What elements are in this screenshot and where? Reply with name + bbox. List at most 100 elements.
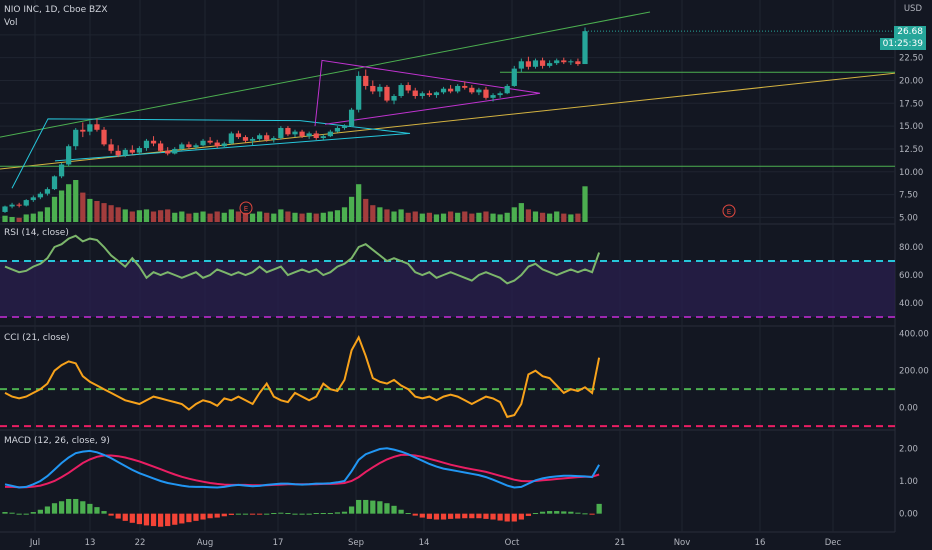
rsi-tick-label: 80.00 — [899, 243, 923, 253]
candle-body — [9, 204, 15, 207]
candle-body — [313, 133, 319, 138]
volume-bar — [532, 211, 539, 222]
macd-histogram-bar — [37, 509, 43, 514]
macd-histogram-bar — [440, 513, 447, 520]
rsi-tick-label: 40.00 — [899, 299, 923, 309]
volume-bar — [285, 211, 291, 222]
rsi-line — [4, 234, 601, 285]
candle-body — [80, 129, 86, 132]
volume-bar — [51, 196, 58, 222]
macd-histogram-bar — [271, 513, 277, 515]
volume-bar — [377, 207, 383, 222]
candle-body — [58, 164, 65, 177]
y-axis-ticks: 5.007.5010.0012.5015.0017.5020.0022.5025… — [899, 31, 929, 520]
macd-histogram-bar — [44, 506, 51, 514]
candle-body — [391, 96, 397, 101]
candle-body — [582, 31, 588, 65]
rsi-panel-title[interactable]: RSI (14, close) — [4, 228, 69, 238]
macd-histogram-bar — [539, 511, 546, 514]
volume-bar — [264, 212, 270, 222]
macd-histogram-bar — [129, 513, 135, 523]
x-tick-label: Jul — [29, 538, 40, 548]
volume-bar — [426, 212, 433, 222]
candle-body — [377, 86, 383, 92]
macd-histogram-bar — [2, 512, 8, 514]
macd-histogram-bar — [165, 513, 171, 527]
volume-bar — [214, 211, 220, 222]
cci-tick-label: 0.00 — [899, 404, 918, 414]
macd-histogram-bar — [214, 513, 220, 518]
volume-bar — [221, 212, 227, 222]
triangle-pattern-1 — [11, 118, 411, 189]
volume-bar — [575, 213, 581, 222]
candle-body — [341, 126, 348, 128]
macd-histogram-bar — [94, 507, 100, 514]
volume-bar — [115, 207, 121, 222]
last-price-tag: 26.68 — [894, 26, 926, 38]
macd-histogram-bar — [115, 513, 121, 519]
x-tick-label: 22 — [135, 538, 146, 548]
volume-bar — [143, 209, 150, 222]
earnings-marker-label: E — [727, 208, 731, 216]
volume-bar — [582, 186, 588, 222]
macd-histogram-bar — [596, 503, 602, 514]
rsi-series — [4, 234, 601, 285]
candle-body — [221, 143, 227, 147]
candle-body — [101, 129, 107, 145]
candle-body — [497, 93, 503, 96]
volume-label[interactable]: Vol — [4, 18, 18, 28]
candle-body — [440, 88, 447, 93]
macd-histogram-bar — [66, 498, 72, 514]
macd-histogram-bar — [419, 513, 425, 518]
macd-histogram-bar — [320, 513, 326, 515]
volume-bar — [58, 190, 65, 222]
candle-body — [532, 60, 539, 67]
volume-bar — [419, 213, 425, 222]
macd-histogram-bar — [51, 503, 58, 514]
volume-bar — [129, 211, 135, 222]
candles — [2, 27, 895, 213]
volume-bar — [455, 212, 461, 222]
macd-histogram-bar — [334, 512, 341, 514]
candle-body — [122, 149, 128, 156]
macd-series — [4, 447, 600, 489]
volume-bar — [101, 203, 107, 222]
price-tick-label: 22.50 — [899, 54, 923, 64]
candle-body — [214, 142, 220, 147]
candle-body — [16, 204, 22, 206]
cci-panel-title[interactable]: CCI (21, close) — [4, 333, 70, 343]
macd-lines — [2, 447, 602, 527]
candle-body — [327, 131, 333, 137]
cci-tick-label: 400.00 — [899, 330, 929, 340]
candle-body — [249, 138, 256, 141]
candle-body — [136, 148, 143, 153]
volume-bar — [539, 212, 546, 222]
macd-histogram-bar — [405, 513, 411, 515]
macd-histogram-bar — [150, 513, 157, 527]
symbol-title[interactable]: NIO INC, 1D, Cboe BZX — [4, 5, 108, 15]
volume-bar — [271, 213, 277, 222]
candle-body — [150, 140, 157, 144]
candle-body — [525, 61, 532, 67]
macd-histogram-bar — [228, 513, 234, 515]
candle-body — [257, 135, 263, 139]
price-tick-label: 20.00 — [899, 76, 923, 86]
volume-bar — [547, 213, 553, 222]
macd-panel-title[interactable]: MACD (12, 26, close, 9) — [4, 436, 110, 446]
candle-body — [504, 85, 510, 94]
candle-body — [129, 149, 135, 153]
macd-histogram-bar — [547, 511, 553, 514]
volume-bar — [320, 212, 326, 222]
macd-histogram-bar — [327, 513, 333, 515]
candle-body — [511, 68, 517, 86]
candle-body — [143, 140, 150, 149]
macd-histogram-bar — [356, 499, 362, 514]
x-axis-ticks: Jul 13 22 Aug 17 Sep 14 Oct 21 Nov 16 Dec — [29, 538, 842, 548]
volume-bar — [87, 198, 93, 222]
macd-histogram-bar — [348, 506, 355, 514]
volume-bar — [334, 210, 341, 222]
macd-histogram-bar — [221, 513, 227, 517]
candle-body — [462, 85, 468, 88]
